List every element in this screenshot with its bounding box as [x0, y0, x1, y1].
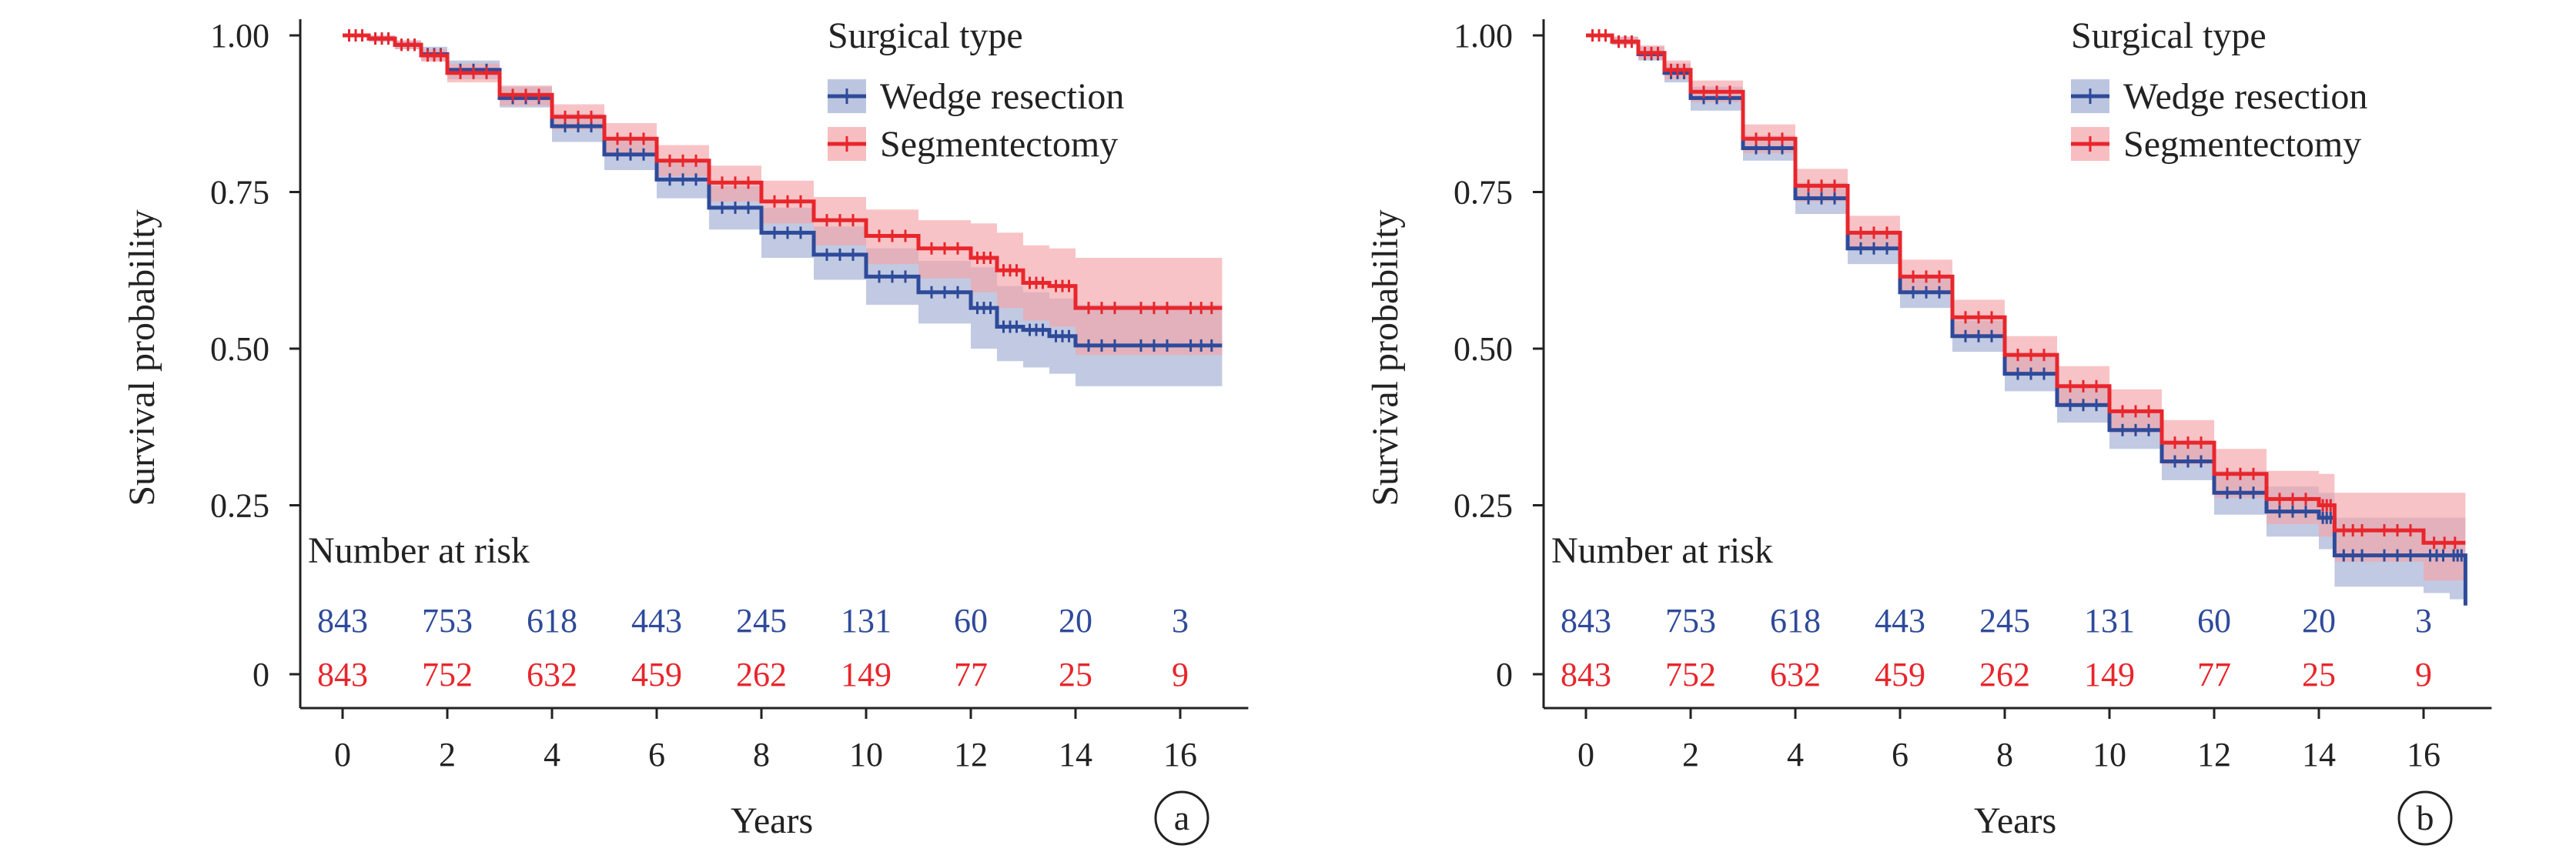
- risk-count-segment: 632: [527, 656, 577, 693]
- legend-label-wedge: Wedge resection: [2123, 76, 2367, 117]
- y-tick-label: 0.75: [1454, 174, 1513, 212]
- panel-label: b: [2417, 798, 2434, 837]
- legend-title: Surgical type: [828, 15, 1023, 56]
- panel-a: 0 0.25 0.50 0.75 1.00 0 2 4 6 8 10 12 14 16 Years Survi…: [122, 15, 1249, 846]
- risk-count-segment: 459: [631, 656, 682, 693]
- risk-count-segment: 149: [2084, 656, 2135, 693]
- x-tick-label: 8: [1996, 736, 2013, 773]
- x-axis-title: Years: [1974, 800, 2056, 841]
- x-tick-label: 0: [1577, 736, 1594, 773]
- risk-count-segment: 77: [2197, 656, 2231, 693]
- panel-b: 0 0.25 0.50 0.75 1.00 0 2 4 6 8 10 12 14 16 Years Survi…: [1365, 15, 2492, 846]
- x-axis-title: Years: [731, 800, 813, 841]
- risk-count-segment: 149: [841, 656, 892, 693]
- risk-count-wedge: 3: [2415, 602, 2432, 640]
- risk-count-wedge: 20: [1059, 602, 1092, 640]
- risk-table: Number at risk 843 753 618 443 245 131 60 20 3 843…: [308, 530, 1189, 693]
- risk-count-wedge: 618: [1770, 602, 1821, 640]
- risk-count-wedge: 20: [2302, 602, 2336, 640]
- y-tick-label: 0.50: [1454, 330, 1513, 368]
- y-tick-label: 1.00: [1454, 17, 1513, 55]
- risk-count-segment: 9: [1172, 656, 1189, 693]
- risk-count-wedge: 618: [527, 602, 577, 640]
- risk-count-segment: 459: [1875, 656, 1925, 693]
- risk-count-segment: 632: [1770, 656, 1821, 693]
- risk-count-wedge: 843: [317, 602, 368, 640]
- risk-count-wedge: 245: [736, 602, 787, 640]
- x-tick-label: 0: [334, 736, 351, 773]
- legend-label-wedge: Wedge resection: [880, 76, 1124, 117]
- y-tick-label: 0.50: [210, 330, 269, 368]
- x-tick-label: 6: [1892, 736, 1909, 773]
- risk-table-title: Number at risk: [308, 530, 530, 571]
- risk-count-wedge: 60: [954, 602, 988, 640]
- x-tick-label: 14: [1059, 736, 1092, 773]
- risk-count-wedge: 753: [422, 602, 473, 640]
- x-tick-label: 14: [2302, 736, 2336, 773]
- risk-count-segment: 752: [422, 656, 473, 693]
- risk-count-wedge: 443: [631, 602, 682, 640]
- x-tick-label: 2: [1682, 736, 1699, 773]
- panel-label-circle: [2397, 790, 2453, 846]
- x-tick-label: 6: [648, 736, 665, 773]
- risk-count-segment: 9: [2415, 656, 2432, 693]
- risk-count-wedge: 843: [1561, 602, 1611, 640]
- y-tick-label: 0.75: [210, 174, 269, 212]
- risk-count-wedge: 443: [1875, 602, 1925, 640]
- legend: Surgical type Wedge resection Segmentectom…: [828, 15, 1124, 165]
- y-tick-label: 0.25: [1454, 487, 1513, 525]
- risk-count-segment: 262: [736, 656, 787, 693]
- risk-table-title: Number at risk: [1551, 530, 1773, 571]
- risk-count-wedge: 131: [2084, 602, 2135, 640]
- risk-count-wedge: 753: [1665, 602, 1716, 640]
- y-tick-label: 1.00: [210, 17, 269, 55]
- y-tick-label: 0: [1496, 656, 1513, 693]
- x-tick-label: 4: [544, 736, 560, 773]
- x-tick-label: 10: [2093, 736, 2126, 773]
- risk-count-segment: 77: [954, 656, 988, 693]
- risk-count-segment: 25: [1059, 656, 1092, 693]
- legend-title: Surgical type: [2071, 15, 2267, 56]
- risk-count-wedge: 60: [2197, 602, 2231, 640]
- survival-line-segment: [1586, 33, 2466, 545]
- risk-count-wedge: 3: [1172, 602, 1189, 640]
- y-axis-title: Survival probability: [1365, 209, 1406, 506]
- x-tick-label: 12: [2197, 736, 2231, 773]
- x-tick-label: 12: [954, 736, 988, 773]
- y-tick-label: 0.25: [210, 487, 269, 525]
- y-tick-label: 0: [253, 656, 269, 693]
- risk-table: Number at risk 843 753 618 443 245 131 60 20 3 843…: [1551, 530, 2432, 693]
- risk-count-segment: 262: [1979, 656, 2030, 693]
- panel-label: a: [1174, 798, 1189, 837]
- panel-label-circle: [1154, 790, 1209, 846]
- x-tick-label: 4: [1787, 736, 1804, 773]
- risk-count-segment: 752: [1665, 656, 1716, 693]
- legend-label-segment: Segmentectomy: [2123, 124, 2361, 165]
- risk-count-segment: 25: [2302, 656, 2336, 693]
- y-axis-title: Survival probability: [122, 209, 162, 506]
- risk-count-segment: 843: [317, 656, 368, 693]
- x-tick-label: 16: [1163, 736, 1197, 773]
- risk-count-segment: 843: [1561, 656, 1611, 693]
- x-tick-label: 8: [753, 736, 770, 773]
- x-tick-label: 2: [439, 736, 456, 773]
- x-tick-label: 16: [2407, 736, 2441, 773]
- x-tick-label: 10: [849, 736, 883, 773]
- risk-count-wedge: 245: [1979, 602, 2030, 640]
- legend: Surgical type Wedge resection Segmentectom…: [2071, 15, 2367, 165]
- ci-band-segment: [1586, 35, 2466, 581]
- risk-count-wedge: 131: [841, 602, 892, 640]
- legend-label-segment: Segmentectomy: [880, 124, 1118, 165]
